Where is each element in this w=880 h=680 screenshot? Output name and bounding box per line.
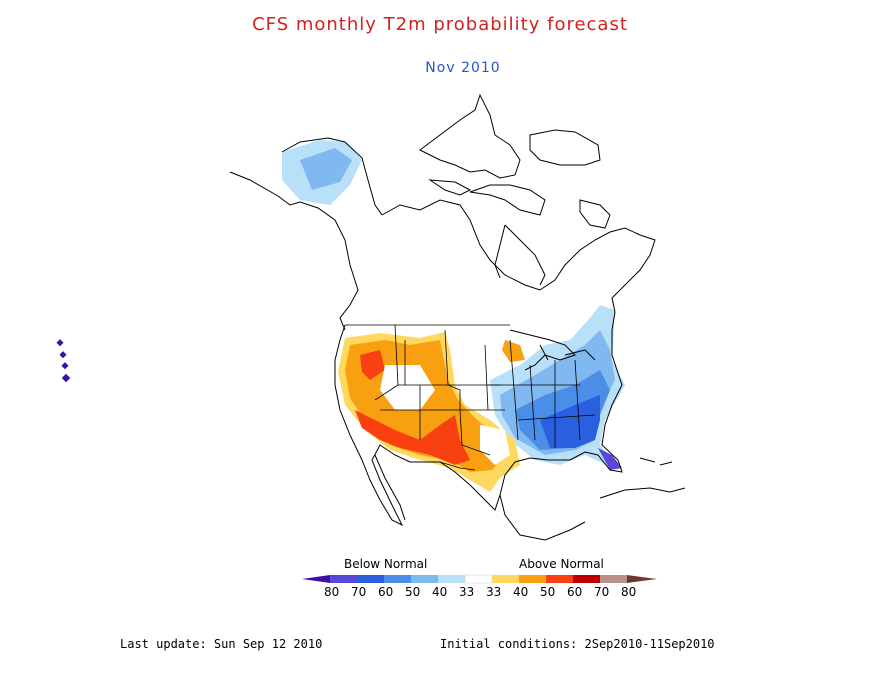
great-lakes-outline [509,329,596,371]
north-america-outline [334,199,656,527]
legend-tick: 70 [351,585,367,599]
coastlines [229,93,686,541]
legend-tick: 60 [378,585,394,599]
legend-tick: 80 [621,585,637,599]
caribbean-outline [599,457,686,499]
legend-tick: 70 [594,585,610,599]
legend-tick: 33 [459,585,475,599]
legend-tick: 80 [324,585,340,599]
alaska-outline [229,137,383,331]
legend-tick: 40 [432,585,448,599]
legend-tick: 50 [405,585,421,599]
last-update-text: Last update: Sun Sep 12 2010 [120,637,323,651]
legend-tick: 40 [513,585,529,599]
hudson-bay-outline [494,224,546,286]
hawaii-islands [56,339,71,383]
legend-below-label: Below Normal [344,557,428,571]
legend-tick: 60 [567,585,583,599]
initial-conditions-text: Initial conditions: 2Sep2010-11Sep2010 [440,637,715,651]
legend-tick-labels: 80 70 60 50 40 33 33 40 50 60 70 80 [318,585,642,599]
legend-tick: 33 [486,585,502,599]
legend-above-label: Above Normal [519,557,604,571]
map-title: CFS monthly T2m probability forecast [252,14,628,35]
legend-colorbar [302,574,657,584]
state-boundaries [345,324,596,471]
map-subtitle: Nov 2010 [425,60,501,76]
legend-tick: 50 [540,585,556,599]
probability-shading [282,140,625,492]
